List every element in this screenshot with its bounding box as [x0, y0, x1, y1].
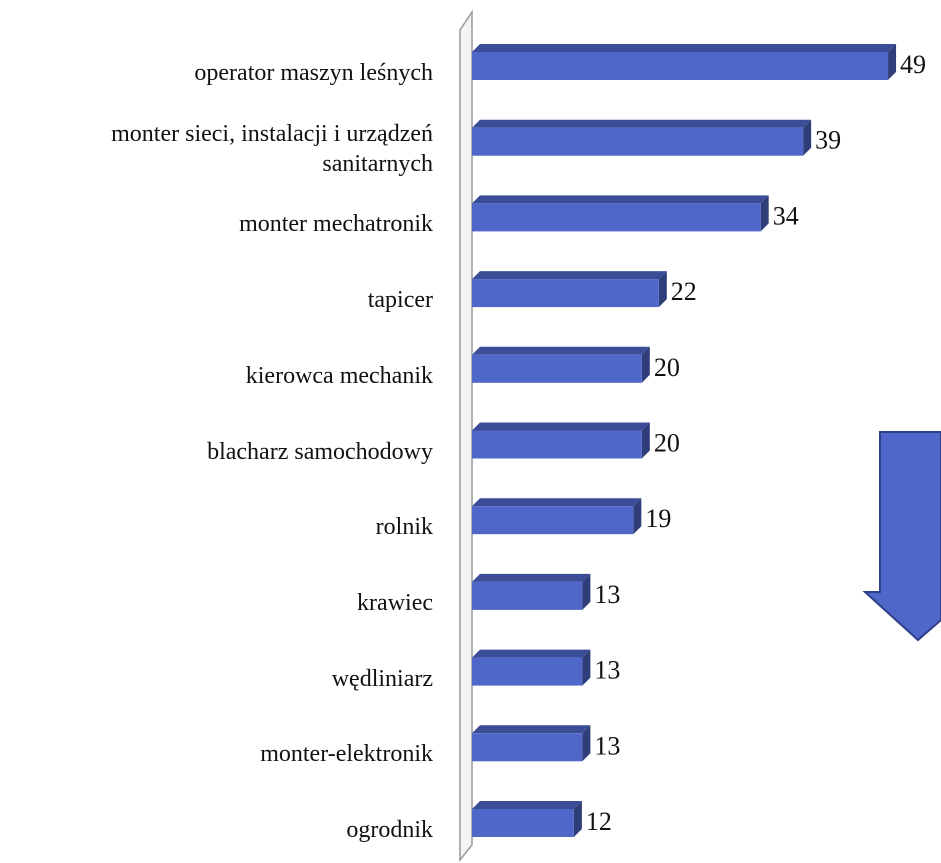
- bar-front: [472, 203, 761, 232]
- bar-front: [472, 506, 634, 535]
- bar-top: [472, 119, 812, 128]
- value-label: 13: [594, 580, 620, 609]
- bar: [472, 801, 582, 837]
- bar-top: [472, 649, 591, 658]
- bar: [472, 725, 591, 762]
- bar: [472, 44, 897, 80]
- value-label: 13: [594, 656, 620, 685]
- bar-front: [472, 52, 889, 80]
- bar: [472, 573, 591, 610]
- value-label: 34: [773, 201, 799, 230]
- category-label: tapicer: [367, 287, 433, 314]
- value-label: 20: [654, 353, 680, 382]
- bar-side: [633, 498, 642, 535]
- bar: [472, 498, 642, 535]
- category-label: monter sieci, instalacji i urządzeń sani…: [111, 120, 433, 177]
- bar-top: [472, 498, 642, 507]
- bar-front: [472, 733, 583, 762]
- bar-front: [472, 657, 583, 686]
- bar-side: [582, 725, 591, 762]
- category-label: monter mechatronik: [239, 211, 433, 238]
- value-label: 13: [594, 731, 620, 760]
- category-label: kierowca mechanik: [245, 362, 433, 389]
- value-label: 12: [586, 807, 612, 836]
- bar: [472, 346, 650, 383]
- bar-side: [803, 119, 812, 156]
- value-label: 39: [815, 126, 841, 155]
- bar-front: [472, 430, 642, 459]
- bar-side: [582, 573, 591, 610]
- category-label: operator maszyn leśnych: [194, 60, 433, 86]
- bar-top: [472, 725, 591, 734]
- bar-front: [472, 581, 583, 610]
- value-label: 20: [654, 428, 680, 457]
- bar: [472, 649, 591, 686]
- category-label: krawiec: [357, 589, 433, 616]
- value-label: 22: [671, 277, 697, 306]
- bar-top: [472, 422, 650, 431]
- arrow: [862, 431, 941, 642]
- bar-front: [472, 127, 804, 156]
- bar-top: [472, 801, 582, 809]
- bar: [472, 422, 650, 459]
- bar-front: [472, 809, 574, 837]
- back-wall: [459, 9, 473, 863]
- bar-top: [472, 271, 667, 280]
- bar-side: [641, 346, 650, 383]
- bar-top: [472, 573, 591, 582]
- bar-side: [582, 649, 591, 686]
- bar: [472, 271, 667, 308]
- value-label: 49: [900, 50, 926, 79]
- category-label: wędliniarz: [331, 665, 433, 692]
- bar-side: [888, 44, 897, 80]
- bar: [472, 195, 769, 232]
- category-label: blacharz samochodowy: [207, 438, 433, 465]
- bar-side: [573, 801, 582, 837]
- value-label: 19: [645, 504, 671, 533]
- bar-side: [641, 422, 650, 459]
- bar-side: [658, 271, 667, 308]
- bar: [472, 119, 812, 156]
- bar-front: [472, 354, 642, 383]
- category-label: ogrodnik: [346, 817, 433, 843]
- category-label: rolnik: [375, 514, 433, 541]
- bar-front: [472, 279, 659, 308]
- bar-top: [472, 346, 650, 355]
- category-label: monter-elektronik: [260, 741, 433, 768]
- bar-top: [472, 195, 769, 204]
- bar-top: [472, 44, 897, 52]
- bar-side: [760, 195, 769, 232]
